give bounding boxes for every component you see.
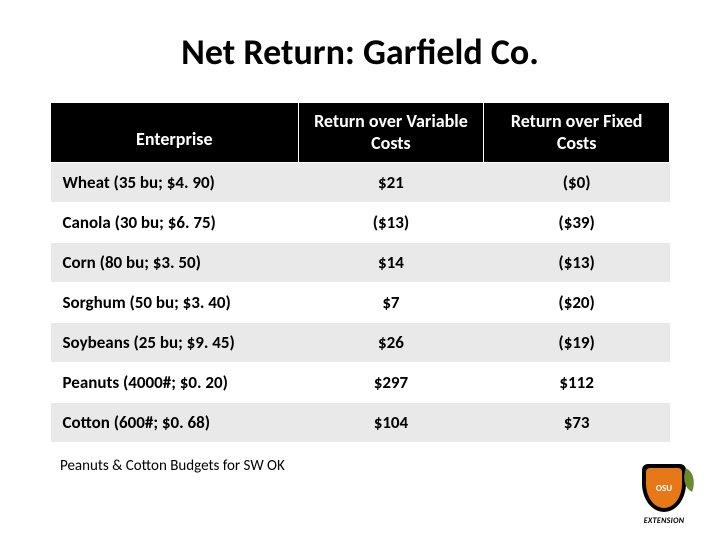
footnote: Peanuts & Cotton Budgets for SW OK xyxy=(60,457,670,475)
cell-enterprise: Soybeans (25 bu; $9. 45) xyxy=(51,323,299,363)
cell-enterprise: Peanuts (4000#; $0. 20) xyxy=(51,363,299,403)
cell-variable: $21 xyxy=(298,163,484,203)
cell-enterprise: Cotton (600#; $0. 68) xyxy=(51,403,299,443)
slide-title: Net Return: Garfield Co. xyxy=(50,30,670,74)
cell-enterprise: Canola (30 bu; $6. 75) xyxy=(51,203,299,243)
cell-fixed: $73 xyxy=(484,403,670,443)
logo-text-osu: OSU xyxy=(656,484,672,493)
table-row: Soybeans (25 bu; $9. 45) $26 ($19) xyxy=(51,323,670,363)
table-row: Peanuts (4000#; $0. 20) $297 $112 xyxy=(51,363,670,403)
col-header-enterprise: Enterprise xyxy=(51,103,299,163)
cell-fixed: ($13) xyxy=(484,243,670,283)
cell-fixed: ($39) xyxy=(484,203,670,243)
slide: Net Return: Garfield Co. Enterprise Retu… xyxy=(0,0,720,540)
table-row: Canola (30 bu; $6. 75) ($13) ($39) xyxy=(51,203,670,243)
cell-variable: $7 xyxy=(298,283,484,323)
cell-variable: $297 xyxy=(298,363,484,403)
table-row: Sorghum (50 bu; $3. 40) $7 ($20) xyxy=(51,283,670,323)
osu-extension-logo: OSU EXTENSION xyxy=(632,464,696,526)
returns-table: Enterprise Return over Variable Costs Re… xyxy=(50,102,670,443)
cell-variable: $104 xyxy=(298,403,484,443)
cell-fixed: ($0) xyxy=(484,163,670,203)
table-row: Cotton (600#; $0. 68) $104 $73 xyxy=(51,403,670,443)
table-header-row: Enterprise Return over Variable Costs Re… xyxy=(51,103,670,163)
cell-fixed: $112 xyxy=(484,363,670,403)
col-header-fixed: Return over Fixed Costs xyxy=(484,103,670,163)
col-header-variable: Return over Variable Costs xyxy=(298,103,484,163)
cell-variable: $26 xyxy=(298,323,484,363)
cell-variable: $14 xyxy=(298,243,484,283)
cell-fixed: ($20) xyxy=(484,283,670,323)
logo-text-extension: EXTENSION xyxy=(632,516,696,526)
cell-enterprise: Sorghum (50 bu; $3. 40) xyxy=(51,283,299,323)
table-row: Wheat (35 bu; $4. 90) $21 ($0) xyxy=(51,163,670,203)
cell-fixed: ($19) xyxy=(484,323,670,363)
cell-enterprise: Wheat (35 bu; $4. 90) xyxy=(51,163,299,203)
cell-variable: ($13) xyxy=(298,203,484,243)
cell-enterprise: Corn (80 bu; $3. 50) xyxy=(51,243,299,283)
table-row: Corn (80 bu; $3. 50) $14 ($13) xyxy=(51,243,670,283)
